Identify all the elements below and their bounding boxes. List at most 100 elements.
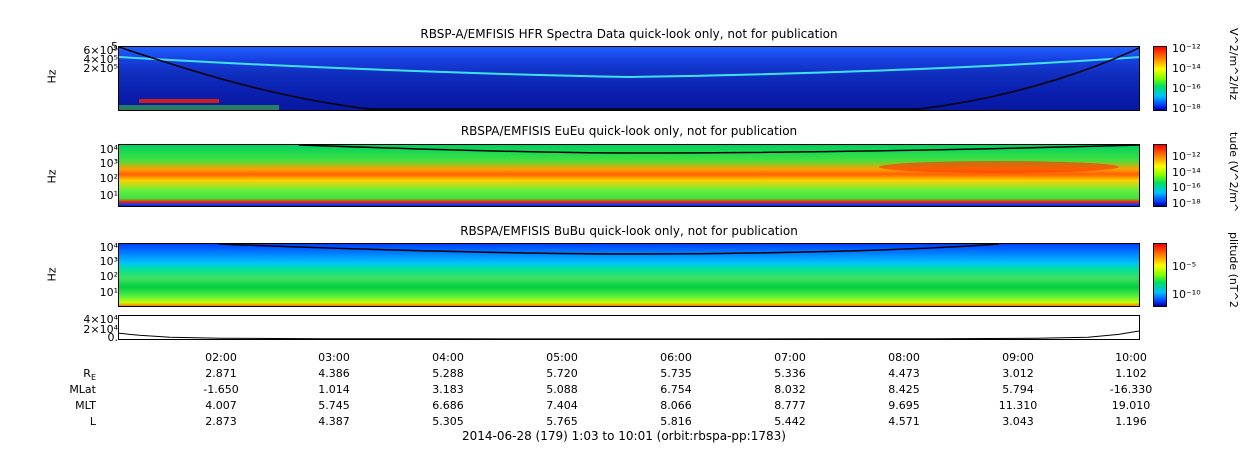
ephem-cell: 6.686 xyxy=(432,399,464,412)
time-tick-6: 08:00 xyxy=(888,351,920,364)
ephem-cell: 5.816 xyxy=(660,415,692,428)
panel2-ytick-0: 10⁴ xyxy=(99,143,118,156)
ephem-row-label: RE xyxy=(36,367,96,382)
panel3-ytick-2: 10² xyxy=(99,270,118,283)
panel3-ytick-0: 10⁴ xyxy=(99,241,118,254)
panel1-plasma-line xyxy=(119,56,1139,79)
panel3-colorbar xyxy=(1153,243,1167,307)
panel4-ytick-2: 0. xyxy=(107,331,119,344)
time-tick-4: 06:00 xyxy=(660,351,692,364)
panel1-spectrogram xyxy=(118,46,1140,111)
time-tick-3: 05:00 xyxy=(546,351,578,364)
panel2-ctick-3: 10⁻¹⁸ xyxy=(1172,197,1201,210)
ephem-cell: 11.310 xyxy=(998,399,1038,412)
ephem-cell: 2.871 xyxy=(205,367,237,380)
time-tick-8: 10:00 xyxy=(1115,351,1147,364)
ephem-cell: 1.014 xyxy=(318,383,350,396)
footer-orbit-info: 2014-06-28 (179) 1:03 to 10:01 (orbit:rb… xyxy=(462,429,786,443)
panel3-title: RBSPA/EMFISIS BuBu quick-look only, not … xyxy=(460,224,798,238)
panel1-green-band xyxy=(119,105,279,110)
time-tick-0: 02:00 xyxy=(205,351,237,364)
ephem-cell: 8.066 xyxy=(660,399,692,412)
ephem-row-label: MLat xyxy=(36,383,96,396)
ephem-row-label-text: L xyxy=(89,415,96,428)
panel1-ylabel: Hz xyxy=(45,69,59,84)
panel2-ytick-2: 10² xyxy=(99,172,118,185)
panel2-hot-region xyxy=(879,161,1119,173)
ephem-cell: 6.754 xyxy=(660,383,692,396)
time-tick-7: 09:00 xyxy=(1002,351,1034,364)
ephem-cell: 3.183 xyxy=(432,383,464,396)
panel1-ctick-1: 10⁻¹⁴ xyxy=(1172,62,1201,75)
ephem-cell: 8.032 xyxy=(774,383,806,396)
ephem-cell: 5.794 xyxy=(1002,383,1034,396)
panel2-ytick-3: 10¹ xyxy=(99,189,118,202)
panel2-ctick-2: 10⁻¹⁶ xyxy=(1172,181,1201,194)
panel4-ytick-1: 2×10⁴ xyxy=(83,323,118,336)
panel1-ctick-3: 10⁻¹⁸ xyxy=(1172,102,1201,115)
panel3-spectrogram xyxy=(118,243,1140,307)
ephem-cell: 5.442 xyxy=(774,415,806,428)
panel3-cyclotron-line xyxy=(218,244,1000,255)
panel4-plot xyxy=(118,315,1140,340)
ephem-cell: 5.745 xyxy=(318,399,350,412)
panel3-colorbar-label: plitude (nT^2 xyxy=(1227,232,1240,308)
panel2-cyclotron-line xyxy=(298,145,1139,154)
ephem-cell: 4.473 xyxy=(888,367,920,380)
panel1-upper-hybrid xyxy=(119,47,1139,110)
panel1-colorbar-label: V^2/m^2/Hz xyxy=(1227,28,1240,101)
panel1-hot-band xyxy=(139,99,219,103)
panel3-ctick-0: 10⁻⁵ xyxy=(1172,260,1197,273)
ephem-row-label-text: R xyxy=(83,367,91,380)
panel3-ylabel: Hz xyxy=(45,267,59,282)
ephem-cell: 3.012 xyxy=(1002,367,1034,380)
panel1-ytick-2: 4×10⁵ xyxy=(83,53,118,66)
ephem-cell: 2.873 xyxy=(205,415,237,428)
ephem-cell: 5.735 xyxy=(660,367,692,380)
ephem-cell: -1.650 xyxy=(203,383,239,396)
ephem-cell: 7.404 xyxy=(546,399,578,412)
ephem-cell: 5.720 xyxy=(546,367,578,380)
panel1-title: RBSP-A/EMFISIS HFR Spectra Data quick-lo… xyxy=(420,27,838,41)
ephem-cell: 8.425 xyxy=(888,383,920,396)
ephem-cell: 5.336 xyxy=(774,367,806,380)
time-tick-2: 04:00 xyxy=(432,351,464,364)
panel2-colorbar xyxy=(1153,144,1167,207)
panel1-ytick-1: 6×10⁵ xyxy=(83,44,118,57)
panel1-ytick-0: 5 xyxy=(111,40,118,53)
ephem-cell: 8.777 xyxy=(774,399,806,412)
panel2-colorbar-label: tude (V^2/m^ xyxy=(1227,132,1240,213)
time-tick-5: 07:00 xyxy=(774,351,806,364)
ephem-cell: 5.765 xyxy=(546,415,578,428)
ephem-cell: 19.010 xyxy=(1111,399,1151,412)
ephem-cell: 4.571 xyxy=(888,415,920,428)
panel2-ylabel: Hz xyxy=(45,169,59,184)
ephem-cell: 4.387 xyxy=(318,415,350,428)
ephem-cell: 5.288 xyxy=(432,367,464,380)
panel1-ctick-0: 10⁻¹² xyxy=(1172,42,1201,55)
panel3-ytick-1: 10³ xyxy=(99,255,118,268)
ephem-cell: 4.386 xyxy=(318,367,350,380)
panel2-ctick-1: 10⁻¹⁴ xyxy=(1172,166,1201,179)
ephem-row-label-text: MLT xyxy=(75,399,96,412)
panel1-ytick-3: 2×10⁵ xyxy=(83,62,118,75)
panel1-ctick-2: 10⁻¹⁶ xyxy=(1172,82,1201,95)
panel1-colorbar xyxy=(1153,46,1167,111)
panel2-title: RBSPA/EMFISIS EuEu quick-look only, not … xyxy=(460,124,798,138)
panel4-series-line xyxy=(119,330,1139,339)
ephem-row-label: MLT xyxy=(36,399,96,412)
panel3-ytick-3: 10¹ xyxy=(99,286,118,299)
panel2-spectrogram xyxy=(118,144,1140,207)
ephem-cell: 3.043 xyxy=(1002,415,1034,428)
ephem-row-label-text: MLat xyxy=(69,383,96,396)
ephem-cell: 1.102 xyxy=(1115,367,1147,380)
ephem-cell: -16.330 xyxy=(1109,383,1153,396)
ephem-cell: 5.305 xyxy=(432,415,464,428)
panel4-ytick-0: 4×10⁴ xyxy=(83,313,118,326)
ephem-cell: 1.196 xyxy=(1115,415,1147,428)
ephem-cell: 5.088 xyxy=(546,383,578,396)
panel2-ytick-1: 10³ xyxy=(99,157,118,170)
ephem-cell: 4.007 xyxy=(205,399,237,412)
ephem-row-label: L xyxy=(36,415,96,428)
panel3-ctick-1: 10⁻¹⁰ xyxy=(1172,288,1201,301)
